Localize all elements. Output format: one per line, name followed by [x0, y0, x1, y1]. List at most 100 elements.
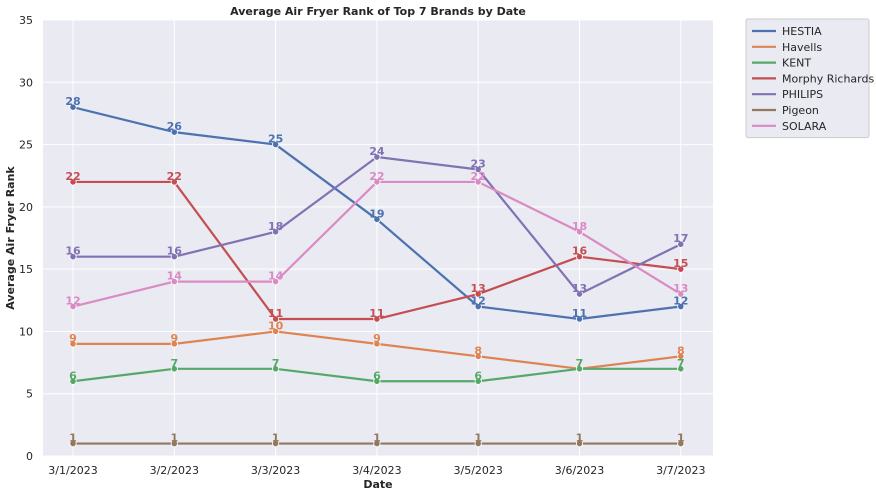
data-label-morphy-richards: 11: [369, 307, 384, 320]
data-point-hestia: [677, 302, 685, 311]
data-point-morphy-richards: [373, 315, 381, 323]
data-label-morphy-richards: 15: [673, 257, 688, 270]
data-label-philips: 13: [572, 282, 587, 295]
data-point-morphy-richards: [474, 290, 482, 298]
data-point-solara: [271, 277, 280, 286]
data-point-pigeon: [474, 439, 482, 448]
data-point-hestia: [575, 315, 584, 323]
data-label-havells: 9: [170, 332, 178, 345]
data-point-havells: [271, 327, 280, 336]
data-point-havells: [474, 352, 482, 360]
data-point-hestia: [271, 140, 280, 149]
y-tick-label: 0: [26, 450, 33, 463]
plot-area: [43, 20, 713, 456]
legend-label-hestia: HESTIA: [782, 25, 822, 38]
data-point-philips: [271, 228, 280, 236]
data-point-morphy-richards: [271, 315, 280, 323]
legend: HESTIA Havells KENT Morphy Richards PHILIPS P…: [745, 18, 874, 139]
data-label-morphy-richards: 11: [268, 307, 283, 320]
x-tick-label: 3/5/2023: [453, 464, 502, 477]
data-point-havells: [170, 340, 178, 348]
data-point-morphy-richards: [677, 265, 685, 273]
data-label-kent: 7: [272, 357, 280, 370]
data-label-hestia: 28: [65, 95, 80, 108]
data-label-hestia: 12: [673, 295, 688, 308]
data-label-philips: 18: [268, 220, 283, 233]
data-point-pigeon: [170, 439, 178, 448]
x-axis-ticks: 3/1/2023 3/2/2023 3/3/2023 3/4/2023 3/5/2023…: [48, 464, 705, 477]
legend-label-pigeon: Pigeon: [782, 104, 819, 117]
data-point-pigeon: [373, 439, 381, 448]
data-point-pigeon: [271, 439, 280, 448]
y-tick-label: 5: [26, 388, 33, 401]
data-point-solara: [677, 290, 685, 298]
y-tick-label: 30: [19, 76, 33, 89]
data-label-hestia: 11: [572, 307, 587, 320]
data-label-morphy-richards: 22: [167, 170, 182, 183]
data-point-kent: [575, 365, 584, 373]
data-label-philips: 24: [369, 145, 385, 158]
data-label-kent: 6: [373, 369, 381, 382]
data-label-solara: 18: [572, 220, 587, 233]
y-tick-label: 35: [19, 14, 33, 27]
chart-title: Average Air Fryer Rank of Top 7 Brands b…: [230, 5, 526, 18]
x-tick-label: 3/4/2023: [352, 464, 401, 477]
y-tick-label: 10: [19, 325, 33, 338]
data-label-pigeon: 1: [373, 432, 381, 445]
data-label-hestia: 19: [369, 207, 384, 220]
data-point-philips: [373, 153, 381, 161]
x-tick-label: 3/3/2023: [251, 464, 300, 477]
data-point-kent: [677, 365, 685, 373]
data-label-hestia: 12: [471, 295, 486, 308]
data-label-hestia: 25: [268, 133, 283, 146]
data-point-pigeon: [69, 439, 77, 448]
data-point-philips: [69, 253, 77, 261]
data-point-kent: [373, 377, 381, 385]
data-label-solara: 22: [471, 170, 486, 183]
y-axis-ticks: 0 5 10 15 20 25 30 35: [19, 14, 33, 463]
data-point-philips: [474, 165, 482, 174]
data-label-havells: 10: [268, 319, 284, 332]
y-axis-label: Average Air Fryer Rank: [4, 166, 17, 310]
data-point-philips: [170, 253, 178, 261]
x-axis-label: Date: [363, 478, 392, 491]
x-tick-label: 3/1/2023: [48, 464, 97, 477]
legend-label-solara: SOLARA: [782, 120, 827, 133]
series-lines: [69, 103, 685, 448]
data-label-havells: 8: [474, 344, 482, 357]
y-tick-label: 15: [19, 263, 33, 276]
data-label-kent: 6: [69, 369, 77, 382]
data-label-pigeon: 1: [272, 432, 280, 445]
data-label-morphy-richards: 13: [471, 282, 486, 295]
data-point-hestia: [170, 128, 178, 136]
x-tick-label: 3/2/2023: [150, 464, 199, 477]
data-label-kent: 7: [576, 357, 584, 370]
data-label-solara: 14: [268, 270, 284, 283]
data-label-kent: 7: [677, 357, 685, 370]
data-point-pigeon: [575, 439, 584, 448]
data-label-kent: 7: [170, 357, 178, 370]
data-label-philips: 16: [65, 245, 81, 258]
data-label-philips: 23: [471, 157, 486, 170]
data-label-havells: 9: [373, 332, 381, 345]
data-label-philips: 16: [167, 245, 183, 258]
legend-label-havells: Havells: [782, 41, 822, 54]
data-point-solara: [69, 302, 77, 311]
data-point-solara: [474, 178, 482, 186]
data-label-solara: 22: [369, 170, 384, 183]
data-point-philips: [575, 290, 584, 298]
data-point-solara: [170, 277, 178, 286]
legend-label-kent: KENT: [782, 57, 811, 70]
data-label-solara: 13: [673, 282, 688, 295]
data-point-morphy-richards: [69, 178, 77, 186]
data-point-morphy-richards: [170, 178, 178, 186]
data-label-pigeon: 1: [576, 432, 584, 445]
data-label-morphy-richards: 22: [65, 170, 80, 183]
data-point-hestia: [69, 103, 77, 111]
data-point-hestia: [474, 302, 482, 311]
data-point-havells: [677, 352, 685, 360]
y-tick-label: 20: [19, 201, 33, 214]
data-label-philips: 17: [673, 232, 688, 245]
x-tick-label: 3/6/2023: [555, 464, 604, 477]
